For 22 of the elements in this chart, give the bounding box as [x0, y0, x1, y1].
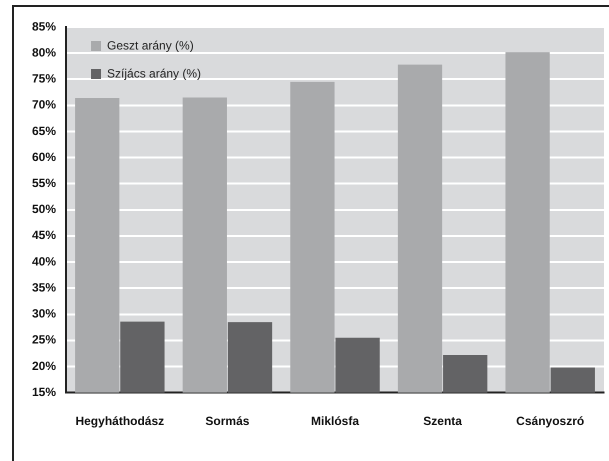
x-tick-label: Szenta — [423, 414, 462, 428]
y-tick-label: 15% — [32, 384, 56, 399]
y-tick-label: 80% — [32, 45, 56, 60]
y-tick-label: 70% — [32, 98, 56, 112]
y-tick-label: 50% — [32, 202, 56, 216]
y-tick-label: 65% — [32, 124, 56, 138]
y-tick-label: 75% — [32, 72, 56, 86]
y-tick-label: 60% — [32, 150, 56, 164]
y-tick-label: 85% — [32, 19, 56, 34]
x-tick-label: Miklósfa — [311, 414, 360, 428]
x-tick-label: Sormás — [205, 414, 250, 428]
x-tick-label: Hegyháthodász — [75, 414, 164, 428]
y-tick-label: 25% — [32, 332, 56, 347]
y-tick-label: 40% — [32, 254, 56, 268]
legend-label: Geszt arány (%) — [107, 38, 194, 52]
y-tick-label: 35% — [32, 280, 56, 294]
x-tick-label: Csányoszró — [516, 414, 584, 428]
y-tick-label: 20% — [32, 358, 56, 373]
y-tick-label: 45% — [32, 228, 56, 242]
y-tick-label: 55% — [32, 176, 56, 190]
legend-label: Szíjács arány (%) — [107, 66, 202, 80]
y-tick-label: 30% — [32, 306, 56, 321]
